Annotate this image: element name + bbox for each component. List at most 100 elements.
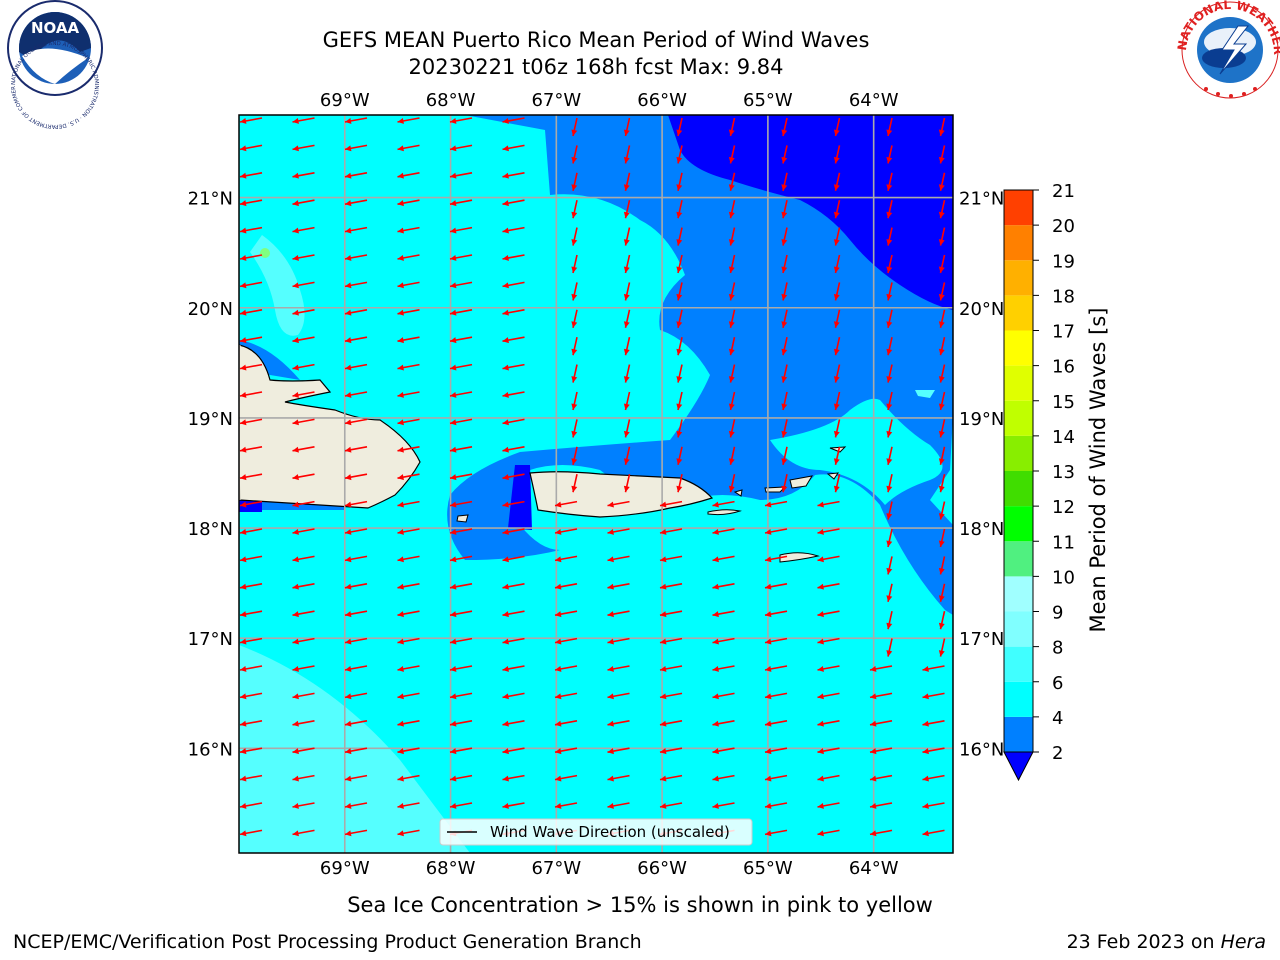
wind-wave-arrow — [607, 720, 630, 727]
wind-wave-arrow — [764, 583, 788, 590]
wind-wave-arrow — [449, 418, 473, 426]
wind-wave-arrow — [292, 747, 315, 755]
wind-wave-arrow — [344, 363, 368, 371]
wind-wave-arrow — [728, 282, 736, 301]
lat-label-right: 20°N — [959, 299, 1004, 320]
wind-wave-arrow — [938, 200, 946, 219]
wind-wave-arrow — [623, 364, 631, 383]
colorbar-tick-label: 17 — [1052, 322, 1075, 343]
wind-wave-arrow — [764, 665, 788, 672]
wind-wave-arrow — [344, 555, 368, 563]
map-legend: Wind Wave Direction (unscaled) — [439, 818, 753, 846]
wind-wave-arrow — [571, 474, 578, 493]
wind-wave-arrow — [554, 747, 578, 755]
lat-label-right: 16°N — [959, 739, 1004, 760]
wind-wave-arrow — [239, 774, 263, 782]
wind-wave-arrow — [922, 692, 945, 700]
wind-wave-arrow — [344, 583, 368, 590]
wind-wave-arrow — [344, 336, 368, 344]
wind-wave-arrow — [781, 282, 788, 301]
wind-wave-arrow — [833, 172, 841, 191]
colorbar-tick-label: 9 — [1052, 603, 1063, 624]
wave-period-max-spot — [260, 248, 270, 258]
lon-label-top: 64°W — [849, 90, 899, 111]
wind-wave-arrow — [938, 282, 946, 301]
wind-wave-arrow — [449, 665, 473, 672]
wind-wave-arrow — [292, 583, 315, 590]
colorbar-tick-label: 15 — [1052, 392, 1075, 413]
st-croix-land — [779, 552, 820, 563]
wind-wave-arrow — [728, 474, 736, 493]
latitude-labels-left: 21°N 20°N 19°N 18°N 17°N 16°N — [188, 189, 233, 761]
wind-wave-arrow — [607, 747, 630, 755]
wind-wave-arrow — [764, 555, 788, 563]
wind-wave-arrow — [397, 500, 420, 508]
wind-wave-arrow — [449, 720, 473, 727]
wind-wave-arrow — [623, 446, 631, 465]
wind-wave-arrow — [502, 747, 525, 755]
lat-label-left: 16°N — [188, 739, 233, 760]
colorbar-swatch — [1004, 435, 1033, 471]
wind-wave-arrow — [449, 637, 473, 645]
colorbar-tick-label: 4 — [1052, 708, 1063, 729]
wind-wave-arrow — [728, 419, 736, 438]
wind-wave-arrow — [397, 172, 420, 179]
wind-wave-arrow — [623, 419, 631, 438]
wind-wave-arrow — [571, 337, 578, 356]
wind-wave-arrow — [922, 829, 945, 837]
wind-wave-arrow — [449, 199, 473, 207]
wind-wave-arrow — [817, 829, 840, 837]
wind-wave-arrow — [397, 309, 420, 316]
wind-wave-arrow — [502, 363, 525, 371]
lon-label-top: 65°W — [743, 90, 793, 111]
wind-wave-arrow — [397, 747, 420, 755]
colorbar-tick-label: 20 — [1052, 216, 1075, 237]
wind-wave-arrow — [659, 802, 683, 809]
wind-wave-arrow — [502, 391, 525, 398]
wind-wave-arrow — [397, 528, 420, 535]
colorbar-tick-label: 19 — [1052, 251, 1075, 272]
colorbar-swatch — [1004, 716, 1033, 752]
wind-wave-arrow — [817, 637, 840, 645]
wind-wave-arrow — [886, 309, 893, 328]
lat-label-right: 18°N — [959, 519, 1004, 540]
wind-wave-arrow — [607, 692, 630, 700]
wind-wave-arrow — [764, 774, 788, 782]
wind-wave-arrow — [239, 555, 263, 563]
wind-wave-arrow — [449, 528, 473, 535]
wind-wave-arrow — [292, 637, 315, 645]
wind-wave-arrow — [938, 583, 946, 602]
wind-wave-arrow — [292, 473, 315, 481]
wind-wave-arrow — [397, 281, 420, 289]
colorbar-swatch — [1004, 190, 1033, 226]
wind-wave-arrow — [344, 774, 368, 782]
colorbar-tick-label: 12 — [1052, 497, 1075, 518]
wind-wave-arrow — [676, 227, 683, 246]
wind-wave-arrow — [239, 747, 263, 755]
wind-wave-arrow — [239, 117, 263, 124]
wind-wave-arrow — [502, 774, 525, 782]
wind-wave-arrow — [449, 144, 473, 152]
wind-wave-arrow — [449, 172, 473, 179]
colorbar-swatch — [1004, 681, 1033, 717]
wind-wave-arrow — [728, 200, 736, 219]
wind-wave-arrow — [502, 281, 525, 289]
wind-wave-arrow — [817, 555, 840, 563]
wind-wave-arrows — [239, 117, 946, 837]
wind-wave-arrow — [886, 145, 893, 164]
wave-period-under-2 — [668, 115, 953, 310]
wind-wave-arrow — [344, 117, 368, 124]
wind-wave-arrow — [502, 528, 525, 535]
wind-wave-arrow — [397, 774, 420, 782]
wind-wave-arrow — [292, 336, 315, 344]
colorbar-tick-label: 6 — [1052, 673, 1063, 694]
wind-wave-arrow — [712, 802, 735, 809]
wind-wave-arrow — [397, 473, 420, 481]
wind-wave-arrow — [292, 528, 315, 535]
wind-wave-arrow — [676, 337, 683, 356]
wind-wave-arrow — [449, 610, 473, 618]
colorbar-swatch — [1004, 541, 1033, 577]
wind-wave-arrow — [922, 665, 945, 672]
wind-wave-arrow — [623, 474, 631, 493]
wind-wave-arrow — [781, 117, 788, 137]
